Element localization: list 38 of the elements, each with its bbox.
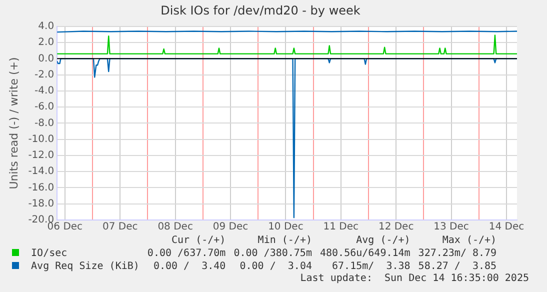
x-tick-label: 12 Dec — [378, 222, 414, 233]
y-tick-label: -12.0 — [28, 150, 54, 162]
x-tick-label: 09 Dec — [212, 222, 248, 233]
legend-label: Avg Req Size (KiB) — [30, 260, 140, 273]
x-tick-label: 14 Dec — [488, 222, 524, 233]
x-tick-label: 11 Dec — [323, 222, 359, 233]
text: 67.15m/ 3.38 — [331, 260, 412, 273]
y-tick-label: -10.0 — [28, 134, 54, 145]
y-tick-label: -6.0 — [34, 102, 54, 113]
y-tick-label: -2.0 — [34, 69, 54, 80]
text: Max (-/+) — [441, 234, 498, 247]
y-tick-label: -14.0 — [28, 166, 54, 178]
x-tick-label: 13 Dec — [434, 222, 469, 233]
y-tick-label: -16.0 — [28, 182, 54, 194]
x-tick-label: 10 Dec — [268, 222, 304, 233]
y-tick-label: 2.0 — [38, 37, 54, 48]
text: Avg (-/+) — [355, 234, 412, 247]
y-tick-label: -4.0 — [34, 86, 54, 97]
chart-title: Disk IOs for /dev/md20 - by week — [160, 3, 360, 18]
text: 0.00 / 3.40 — [152, 260, 227, 273]
x-tick-label: 08 Dec — [158, 222, 193, 233]
text: 480.56u/649.14m — [318, 247, 412, 260]
x-tick-label: 06 Dec — [47, 222, 83, 233]
text: 0.00 /637.70m — [146, 247, 227, 260]
legend-label: IO/sec — [30, 247, 68, 260]
text: 327.23m/ 8.79 — [417, 247, 498, 260]
text: 0.00 /380.75m — [232, 247, 313, 260]
text: Last update: Sun Dec 14 16:35:00 2025 — [300, 273, 529, 284]
y-axis-title: Units read (-) / write (+) — [7, 57, 20, 190]
text: Min (-/+) — [256, 234, 313, 247]
y-tick-label: -18.0 — [28, 198, 54, 210]
y-tick-label: -8.0 — [34, 118, 54, 129]
y-tick-label: 4.0 — [38, 20, 54, 32]
text: Cur (-/+) — [170, 234, 227, 247]
y-tick-label: 0.0 — [38, 53, 54, 64]
text: 0.00 / 3.04 — [238, 260, 313, 273]
text: 58.27 / 3.85 — [417, 260, 498, 273]
x-tick-label: 07 Dec — [102, 222, 138, 233]
